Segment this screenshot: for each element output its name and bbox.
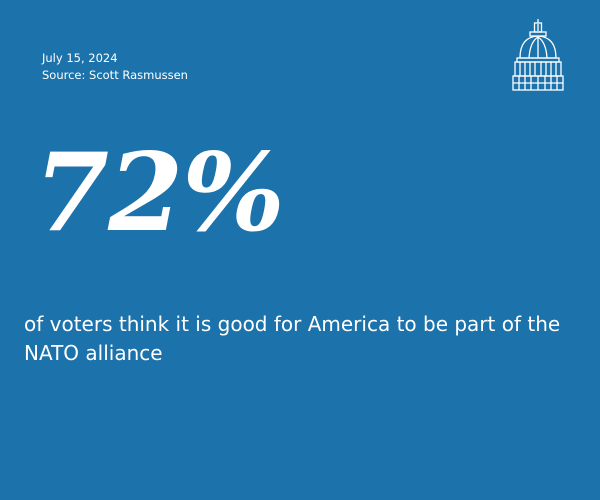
meta-block: July 15, 2024 Source: Scott Rasmussen	[42, 50, 188, 84]
date-label: July 15, 2024	[42, 51, 118, 65]
stat-description: of voters think it is good for America t…	[24, 312, 561, 365]
capitol-dome-icon	[512, 18, 564, 92]
source-label: Source: Scott Rasmussen	[42, 68, 188, 82]
stat-value: 72%	[34, 130, 285, 256]
